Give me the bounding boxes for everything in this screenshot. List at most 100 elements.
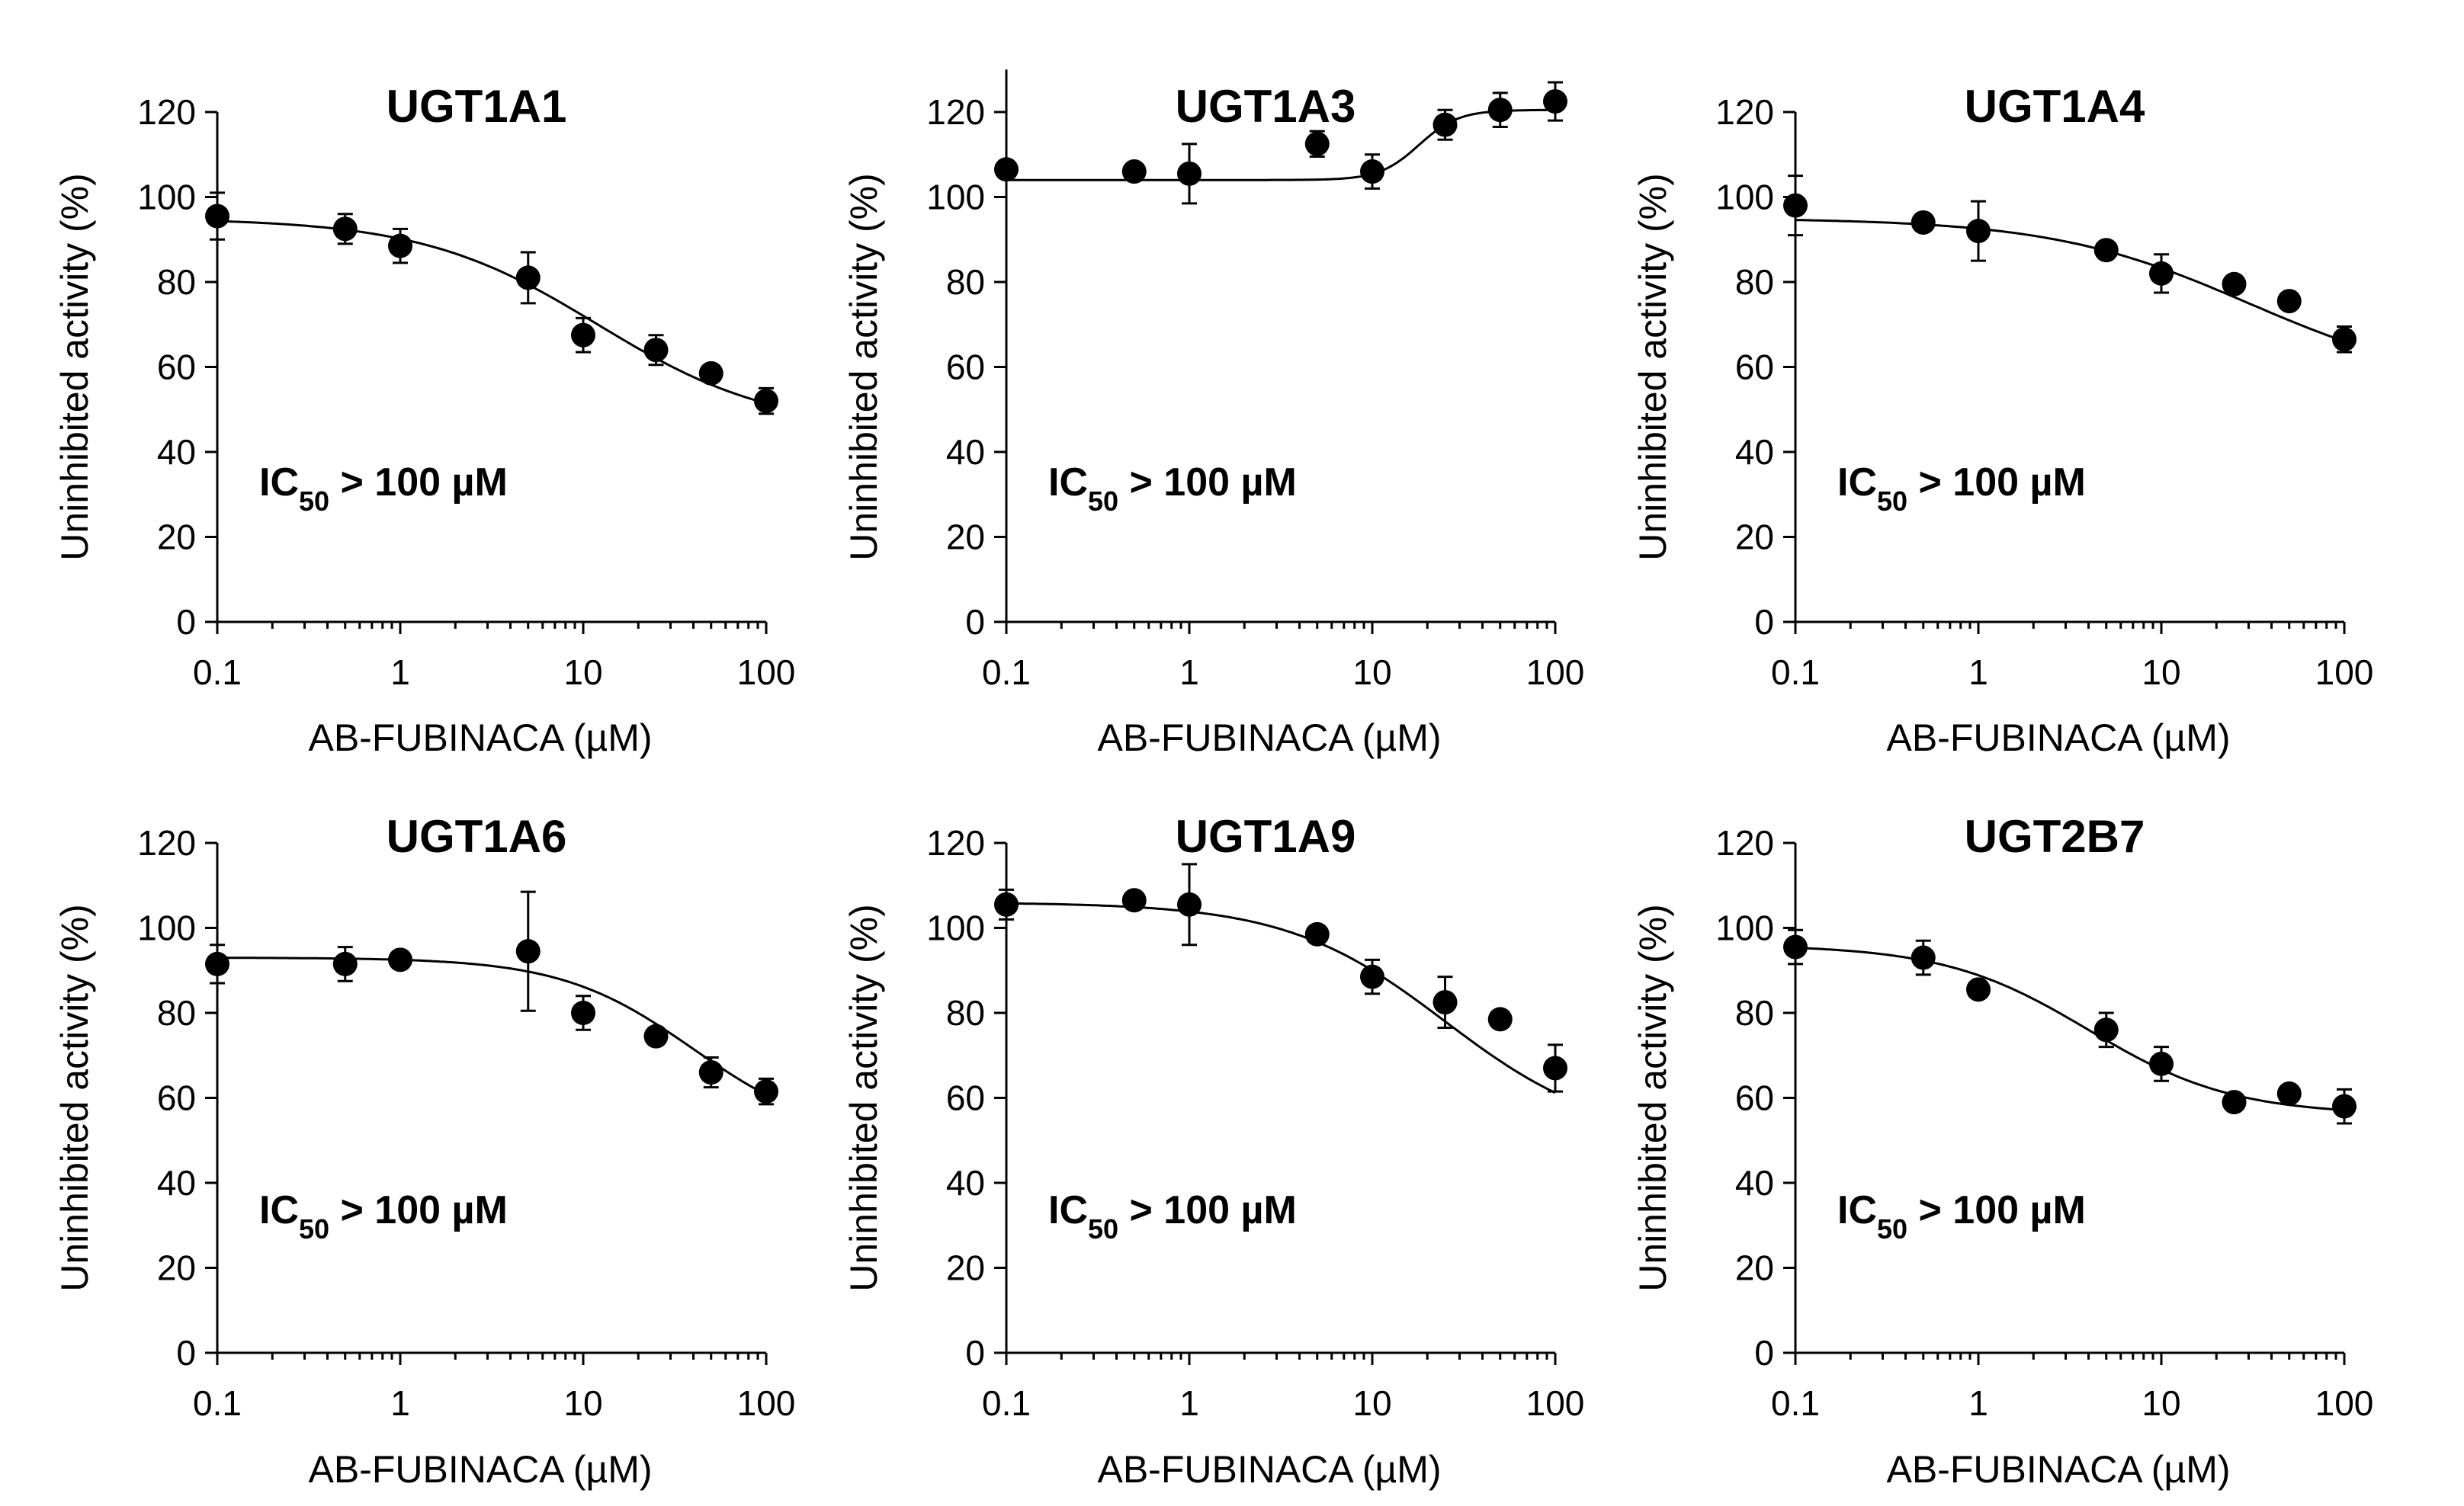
data-point	[2276, 289, 2302, 314]
panel-ugt1a4: UGT1A4 0 20 40 60 80 100 120 0.1 1 10 100 AB-FUBINAC…	[1631, 81, 2373, 759]
ic50-label: IC	[259, 460, 299, 505]
x-tick-label: 100	[1526, 1383, 1585, 1423]
ic50-label: IC	[1837, 1188, 1877, 1232]
panel-title: UGT1A1	[387, 81, 567, 132]
data-point	[2222, 271, 2247, 296]
data-point	[698, 360, 723, 386]
y-tick-label: 80	[1735, 262, 1774, 302]
data-point	[388, 947, 412, 972]
data-point	[515, 265, 541, 290]
data-point	[1783, 934, 1808, 960]
y-tick-label: 100	[1715, 178, 1774, 217]
ic50-annotation: IC50 > 100 µM	[1837, 460, 2086, 517]
y-tick-label: 120	[137, 92, 196, 132]
y-tick-label: 0	[965, 602, 985, 642]
y-tick-label: 80	[157, 993, 196, 1033]
ic50-subscript: 50	[299, 485, 329, 517]
y-axis-label: Uninhibited activity (%)	[842, 904, 885, 1292]
y-tick-label: 40	[946, 1163, 985, 1203]
data-point	[2276, 1081, 2302, 1106]
data-point	[2093, 238, 2119, 263]
x-tick-label: 10	[2142, 652, 2180, 692]
data-point	[1304, 921, 1330, 947]
fit-curve	[1006, 108, 1555, 181]
y-tick-label: 40	[157, 432, 196, 472]
data-point	[754, 1079, 778, 1104]
data-point	[1304, 131, 1330, 156]
data-point	[643, 338, 669, 363]
y-tick-label: 100	[1715, 908, 1774, 948]
y-tick-label: 100	[137, 908, 196, 948]
data-point	[994, 892, 1019, 917]
data-point	[698, 1060, 723, 1085]
y-tick-label: 60	[157, 1078, 196, 1118]
y-tick-label: 0	[965, 1333, 985, 1373]
y-tick-label: 0	[176, 1333, 196, 1373]
ic50-value: > 100 µM	[1907, 1188, 2086, 1232]
x-tick-label: 1	[1179, 1383, 1199, 1423]
x-tick-label: 0.1	[1771, 652, 1820, 692]
ic50-subscript: 50	[1877, 485, 1907, 517]
data-point	[1360, 964, 1384, 989]
fit-curve	[217, 219, 767, 405]
y-tick-label: 100	[926, 178, 985, 217]
x-tick-label: 100	[1526, 652, 1585, 692]
panel-title: UGT1A4	[1965, 81, 2145, 132]
panel-ugt1a9: UGT1A9 0 20 40 60 80 100 120 0.1 1 10 100 AB-FUBINAC…	[842, 811, 1584, 1491]
ic50-label: IC	[1048, 460, 1088, 505]
data-point	[205, 951, 229, 976]
data-point	[1966, 977, 1991, 1002]
y-tick-label: 120	[1715, 92, 1774, 132]
y-tick-label: 40	[1735, 1163, 1774, 1203]
x-tick-label: 0.1	[982, 652, 1031, 692]
ic50-value: > 100 µM	[329, 1188, 508, 1232]
ic50-label: IC	[259, 1188, 299, 1232]
data-point	[1543, 1056, 1567, 1081]
ic50-annotation: IC50 > 100 µM	[1048, 1188, 1297, 1245]
x-axis-label: AB-FUBINACA (µM)	[1097, 716, 1441, 759]
y-axis-label: Uninhibited activity (%)	[1631, 904, 1674, 1292]
ic50-value: > 100 µM	[1118, 1188, 1297, 1232]
y-tick-label: 60	[1735, 1078, 1774, 1118]
x-tick-label: 1	[1968, 652, 1988, 692]
y-tick-label: 20	[157, 517, 196, 557]
y-tick-label: 60	[946, 1078, 985, 1118]
x-tick-label: 10	[1352, 1383, 1391, 1423]
data-point	[2222, 1090, 2247, 1115]
y-axis-label: Uninhibited activity (%)	[842, 173, 885, 561]
data-point	[2149, 261, 2174, 286]
data-point	[754, 389, 778, 414]
x-tick-label: 0.1	[193, 652, 242, 692]
data-point	[1433, 112, 1458, 137]
y-tick-label: 100	[926, 908, 985, 948]
data-point	[994, 157, 1019, 182]
y-tick-label: 80	[946, 262, 985, 302]
ic50-subscript: 50	[1088, 485, 1118, 517]
data-point	[2149, 1051, 2174, 1076]
panel-title: UGT2B7	[1965, 811, 2145, 862]
data-point	[388, 233, 412, 258]
x-axis-label: AB-FUBINACA (µM)	[308, 1448, 652, 1491]
x-tick-label: 1	[390, 652, 410, 692]
data-point	[1911, 945, 1936, 970]
x-axis-label: AB-FUBINACA (µM)	[1886, 1448, 2230, 1491]
data-point	[1487, 1007, 1513, 1032]
data-point	[332, 951, 358, 976]
x-tick-label: 1	[390, 1383, 410, 1423]
x-axis-label: AB-FUBINACA (µM)	[1097, 1448, 1441, 1491]
x-tick-label: 10	[563, 1383, 602, 1423]
ic50-annotation: IC50 > 100 µM	[1048, 460, 1297, 517]
data-point	[1966, 219, 1991, 244]
y-tick-label: 20	[946, 1248, 985, 1288]
y-axis-label: Uninhibited activity (%)	[53, 904, 96, 1292]
x-axis-label: AB-FUBINACA (µM)	[308, 716, 652, 759]
data-point	[1177, 892, 1202, 917]
data-point	[1487, 98, 1513, 123]
ic50-annotation: IC50 > 100 µM	[1837, 1188, 2086, 1245]
fit-curve	[1795, 947, 2345, 1111]
y-tick-label: 60	[157, 348, 196, 387]
y-tick-label: 40	[157, 1163, 196, 1203]
data-point	[2332, 327, 2357, 352]
x-axis-label: AB-FUBINACA (µM)	[1886, 716, 2230, 759]
y-tick-label: 20	[946, 517, 985, 557]
